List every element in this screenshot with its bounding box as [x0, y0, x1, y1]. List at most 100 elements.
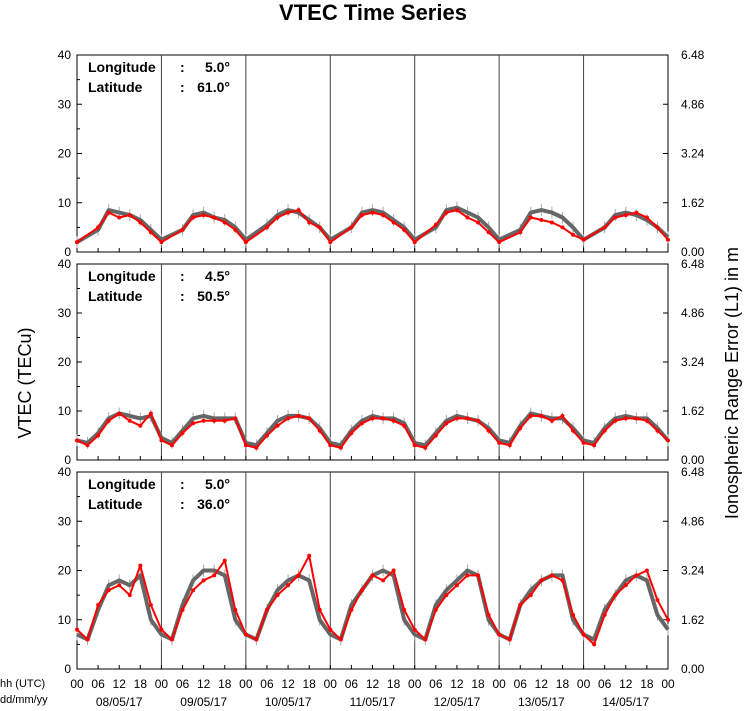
measured-point: [191, 421, 196, 426]
measured-point: [423, 637, 428, 642]
x-tick-label: 00: [492, 677, 506, 691]
measured-point: [307, 553, 312, 558]
measured-point: [465, 573, 470, 578]
measured-point: [623, 583, 628, 588]
y-tick-label-right: 6.48: [681, 257, 705, 271]
y-tick-label-left: 10: [58, 613, 72, 627]
measured-point: [549, 418, 554, 423]
measured-point: [286, 210, 291, 215]
measured-point: [370, 210, 375, 215]
measured-point: [528, 413, 533, 418]
y-tick-label-right: 4.86: [681, 97, 705, 111]
measured-point: [560, 225, 565, 230]
measured-point: [571, 428, 576, 433]
x-tick-label: 12: [281, 677, 295, 691]
measured-point: [539, 217, 544, 222]
measured-point: [275, 423, 280, 428]
x-tick-label: 06: [514, 677, 528, 691]
measured-point: [222, 558, 227, 563]
y-tick-label-left: 20: [58, 564, 72, 578]
y-tick-label-left: 10: [58, 404, 72, 418]
measured-point: [644, 568, 649, 573]
measured-point: [328, 443, 333, 448]
y-tick-label-left: 40: [58, 48, 72, 62]
colon: :: [180, 476, 185, 492]
y-tick-label-left: 30: [58, 306, 72, 320]
y-tick-label-left: 0: [64, 245, 71, 259]
chart-title: VTEC Time Series: [279, 0, 467, 25]
x-tick-label: 06: [598, 677, 612, 691]
measured-point: [613, 215, 618, 220]
measured-point: [328, 627, 333, 632]
x-tick-label: 18: [640, 677, 654, 691]
measured-point: [518, 230, 523, 235]
y-tick-label-right: 4.86: [681, 514, 705, 528]
longitude-value: 5.0°: [205, 59, 230, 75]
measured-point: [212, 215, 217, 220]
latitude-value: 61.0°: [197, 79, 230, 95]
x-footer-label-hour: hh (UTC): [0, 678, 45, 690]
measured-point: [454, 416, 459, 421]
measured-point: [117, 583, 122, 588]
measured-point: [391, 418, 396, 423]
x-date-label: 14/05/17: [602, 695, 649, 709]
x-tick-label: 12: [450, 677, 464, 691]
measured-point: [359, 213, 364, 218]
measured-point: [644, 215, 649, 220]
measured-point: [286, 416, 291, 421]
measured-point: [666, 617, 670, 622]
measured-point: [539, 413, 544, 418]
longitude-label: Longitude: [88, 476, 156, 492]
latitude-value: 50.5°: [197, 288, 230, 304]
measured-point: [201, 213, 206, 218]
y-tick-label-right: 3.24: [681, 564, 705, 578]
location-info: Longitude: 4.5° Latitude:50.5°: [88, 268, 230, 304]
measured-point: [581, 237, 586, 242]
longitude-label: Longitude: [88, 59, 156, 75]
measured-point: [476, 220, 481, 225]
measured-point: [254, 445, 259, 450]
measured-point: [296, 208, 301, 213]
measured-point: [243, 240, 248, 245]
x-date-label: 12/05/17: [434, 695, 481, 709]
measured-point: [666, 237, 670, 242]
measured-point: [454, 208, 459, 213]
measured-point: [286, 583, 291, 588]
measured-point: [497, 632, 502, 637]
measured-point: [613, 418, 618, 423]
measured-point: [655, 598, 660, 603]
measured-point: [518, 426, 523, 431]
y-tick-label-right: 1.62: [681, 404, 705, 418]
measured-point: [106, 210, 111, 215]
measured-point: [349, 607, 354, 612]
x-tick-label: 06: [260, 677, 274, 691]
x-tick-label: 00: [577, 677, 591, 691]
measured-point: [433, 433, 438, 438]
plot-frame: [76, 54, 669, 253]
measured-point: [634, 210, 639, 215]
measured-point: [349, 431, 354, 436]
measured-point: [549, 220, 554, 225]
measured-point: [433, 607, 438, 612]
measured-point: [233, 607, 238, 612]
measured-point: [159, 627, 164, 632]
measured-point: [317, 607, 322, 612]
measured-point: [138, 563, 143, 568]
panel-1: 0 10 20 30 40 0.00 1.62 3.24 4.86 6.48 Longitude: 5…: [58, 48, 705, 259]
measured-point: [465, 215, 470, 220]
measured-point: [359, 588, 364, 593]
y-tick-label-left: 40: [58, 465, 72, 479]
measured-point: [275, 215, 280, 220]
x-tick-label: 12: [535, 677, 549, 691]
measured-point: [148, 230, 153, 235]
measured-point: [497, 240, 502, 245]
measured-point: [623, 213, 628, 218]
measured-point: [634, 573, 639, 578]
colon: :: [180, 268, 185, 284]
measured-point: [201, 578, 206, 583]
measured-point: [243, 443, 248, 448]
measured-point: [349, 225, 354, 230]
measured-point: [528, 215, 533, 220]
measured-point: [486, 428, 491, 433]
y-tick-label-right: 4.86: [681, 306, 705, 320]
